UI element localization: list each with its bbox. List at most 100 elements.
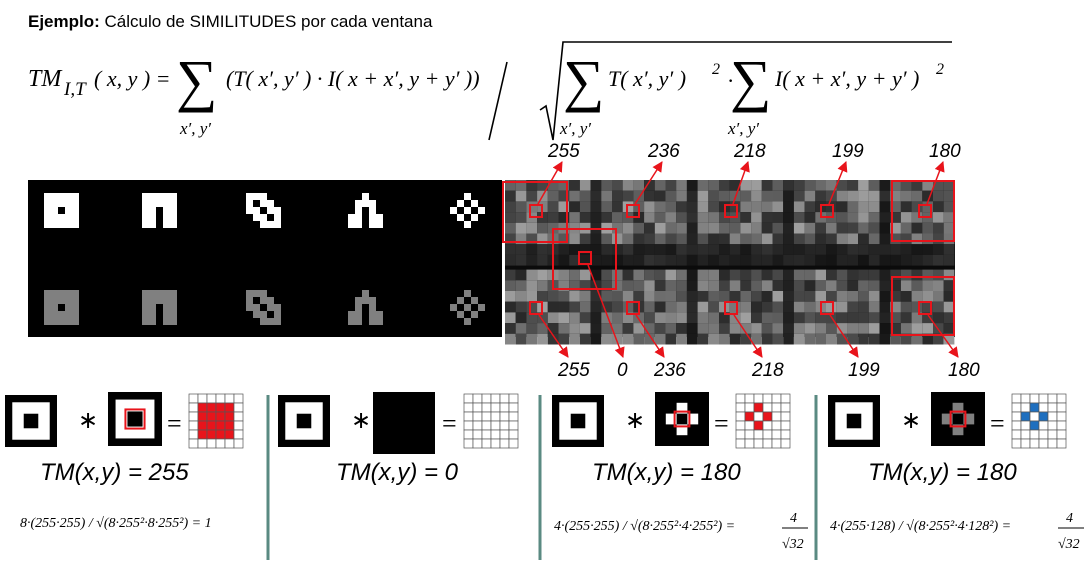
map-cell [911,280,923,291]
map-cell [526,280,538,291]
map-cell [751,190,762,202]
fraction-denominator: √32 [1058,537,1080,552]
map-cell [676,180,687,191]
map-cell [793,301,805,313]
map-cell [815,312,826,324]
map-cell [933,269,944,281]
map-cell [836,233,848,245]
map-cell [847,333,859,345]
shape-top-2 [142,193,177,228]
map-cell [601,212,612,223]
map-cell [729,323,741,334]
map-cell [547,301,559,313]
map-cell [804,201,816,213]
map-cell [793,222,805,234]
map-cell [751,180,762,191]
center-marker [820,301,834,315]
map-cell [697,301,709,313]
map-cell [815,333,826,345]
map-cell [579,291,591,302]
map-cell [740,222,752,234]
page-title: Ejemplo: Cálculo de SIMILITUDES por cada… [28,12,432,32]
center-marker [724,301,738,315]
map-cell [933,201,944,213]
map-cell [558,190,570,202]
map-cell [590,244,602,255]
map-cell [922,323,933,334]
example-panel-4: ∗ = TM(x,y) = 180 4·(255·128) / √(8·255²·4·… [828,392,1084,552]
sum1-under: x′, y′ [179,119,211,138]
map-cell [697,244,709,255]
map-cell [879,269,891,281]
map-cell [933,222,944,234]
bottom-arrow-2 [587,264,625,358]
map-cell [537,291,548,302]
map-cell [579,190,591,202]
map-cell [708,201,719,213]
map-cell [708,244,719,255]
map-cell [858,291,869,302]
map-cell [654,190,666,202]
division-slash [488,61,508,141]
map-cell [847,291,859,302]
map-cell [761,269,773,281]
map-cell [558,280,570,291]
map-cell [922,233,933,245]
map-cell [751,201,762,213]
map-cell [868,291,880,302]
map-cell [676,222,687,234]
map-cell [804,180,816,191]
map-cell [622,222,634,234]
sum2-under: x′, y′ [559,119,591,138]
window-box-top-1 [502,181,568,243]
map-cell [847,180,859,191]
center-marker [918,301,932,315]
map-cell [537,323,548,334]
map-cell [740,312,752,324]
map-cell [793,280,805,291]
map-cell [793,291,805,302]
map-cell [922,269,933,281]
map-cell [804,254,816,266]
map-cell [697,323,709,334]
map-cell [804,333,816,345]
sum-sign-3: ∑ [730,48,771,113]
result-grid [1011,393,1067,449]
map-cell [569,269,580,281]
map-cell [761,212,773,223]
map-cell [665,291,677,302]
formula-dot: · [727,68,734,93]
map-cell [654,301,666,313]
map-cell [633,222,645,234]
top-arrow-5 [926,161,945,205]
map-cell [719,180,730,191]
center-marker [918,204,932,218]
map-cell [900,301,912,313]
map-cell [579,333,591,345]
map-cell [505,269,516,281]
map-cell [943,312,955,324]
map-cell [644,301,655,313]
map-cell [708,291,719,302]
map-cell [729,180,741,191]
map-cell [515,301,527,313]
map-cell [654,244,666,255]
map-cell [858,333,869,345]
map-cell [751,291,762,302]
map-cell [601,291,612,302]
title-bold: Ejemplo: [28,12,100,31]
map-cell [740,269,752,281]
map-cell [761,233,773,245]
map-cell [761,333,773,345]
map-cell [665,301,677,313]
shape-bottom-1 [44,290,79,325]
map-cell [537,222,548,234]
map-cell [558,312,570,324]
bottom-value-labels: 255 0 236 218 199 180 [538,264,980,381]
convolution-operator: ∗ [78,408,98,434]
map-cell [505,201,516,213]
map-cell [558,301,570,313]
map-cell [772,323,784,334]
map-cell [900,269,912,281]
map-cell [665,280,677,291]
